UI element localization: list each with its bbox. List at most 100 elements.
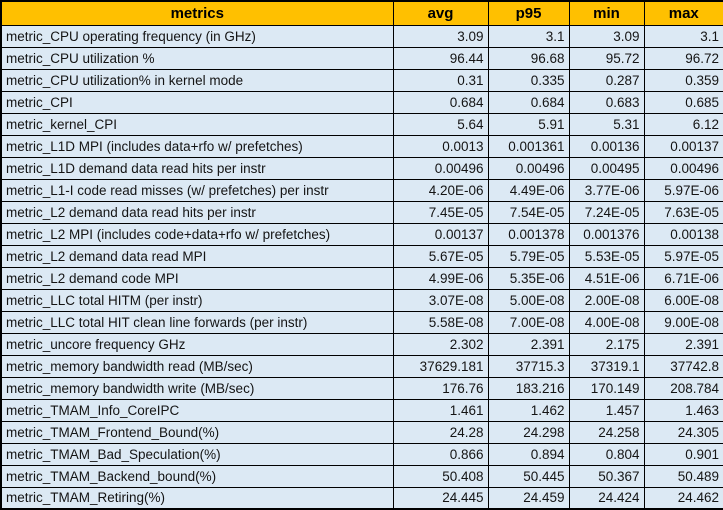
value-cell-p95: 7.54E-05 — [487, 200, 570, 224]
metric-name-cell: metric_TMAM_Bad_Speculation(%) — [0, 442, 394, 466]
value-cell-max: 2.391 — [643, 332, 723, 356]
metric-name-cell: metric_CPI — [0, 90, 394, 114]
value-cell-p95: 96.68 — [487, 46, 570, 70]
table-row: metric_kernel_CPI 5.64 5.91 5.31 6.12 — [0, 112, 723, 136]
value-cell-min: 5.53E-05 — [568, 244, 645, 268]
value-cell-avg: 0.00137 — [392, 222, 489, 246]
value-cell-min: 50.367 — [568, 464, 645, 488]
metric-name-cell: metric_CPU utilization% in kernel mode — [0, 68, 394, 92]
value-cell-p95: 1.462 — [487, 398, 570, 422]
value-cell-p95: 0.00496 — [487, 156, 570, 180]
value-cell-max: 0.00496 — [643, 156, 723, 180]
metric-name-cell: metric_TMAM_Info_CoreIPC — [0, 398, 394, 422]
value-cell-max: 9.00E-08 — [643, 310, 723, 334]
value-cell-min: 5.31 — [568, 112, 645, 136]
value-cell-max: 24.462 — [643, 486, 723, 510]
value-cell-max: 0.00138 — [643, 222, 723, 246]
value-cell-avg: 37629.181 — [392, 354, 489, 378]
table-row: metric_TMAM_Retiring(%) 24.445 24.459 24.42… — [0, 486, 723, 510]
value-cell-avg: 0.0013 — [392, 134, 489, 158]
value-cell-max: 6.00E-08 — [643, 288, 723, 312]
value-cell-avg: 3.09 — [392, 24, 489, 48]
metric-name-cell: metric_TMAM_Backend_bound(%) — [0, 464, 394, 488]
metric-name-cell: metric_L1-I code read misses (w/ prefetc… — [0, 178, 394, 202]
value-cell-min: 2.00E-08 — [568, 288, 645, 312]
metric-name-cell: metric_L1D MPI (includes data+rfo w/ pre… — [0, 134, 394, 158]
table-row: metric_L1-I code read misses (w/ prefetc… — [0, 178, 723, 202]
table-row: metric_L2 demand data read MPI 5.67E-05 5.… — [0, 244, 723, 268]
metric-name-cell: metric_L2 demand data read hits per inst… — [0, 200, 394, 224]
value-cell-max: 0.359 — [643, 68, 723, 92]
value-cell-min: 0.804 — [568, 442, 645, 466]
metric-name-cell: metric_L2 demand data read MPI — [0, 244, 394, 268]
value-cell-min: 3.77E-06 — [568, 178, 645, 202]
value-cell-max: 1.463 — [643, 398, 723, 422]
table-row: metric_TMAM_Info_CoreIPC 1.461 1.462 1.457 1… — [0, 398, 723, 422]
value-cell-min: 37319.1 — [568, 354, 645, 378]
value-cell-min: 0.683 — [568, 90, 645, 114]
column-header-max: max — [643, 0, 723, 26]
table-header: metrics avg p95 min max — [0, 0, 723, 26]
value-cell-avg: 4.20E-06 — [392, 178, 489, 202]
value-cell-avg: 2.302 — [392, 332, 489, 356]
metric-name-cell: metric_L1D demand data read hits per ins… — [0, 156, 394, 180]
value-cell-p95: 4.49E-06 — [487, 178, 570, 202]
value-cell-avg: 5.64 — [392, 112, 489, 136]
value-cell-avg: 7.45E-05 — [392, 200, 489, 224]
value-cell-min: 0.001376 — [568, 222, 645, 246]
value-cell-max: 96.72 — [643, 46, 723, 70]
column-header-p95: p95 — [487, 0, 570, 26]
table-row: metric_memory bandwidth read (MB/sec) 376… — [0, 354, 723, 378]
value-cell-min: 95.72 — [568, 46, 645, 70]
value-cell-max: 50.489 — [643, 464, 723, 488]
table-row: metric_TMAM_Frontend_Bound(%) 24.28 24.298… — [0, 420, 723, 444]
table-row: metric_LLC total HITM (per instr) 3.07E-0… — [0, 288, 723, 312]
value-cell-max: 7.63E-05 — [643, 200, 723, 224]
metric-name-cell: metric_uncore frequency GHz — [0, 332, 394, 356]
value-cell-avg: 24.445 — [392, 486, 489, 510]
metric-name-cell: metric_CPU utilization % — [0, 46, 394, 70]
column-header-avg: avg — [392, 0, 489, 26]
value-cell-p95: 0.335 — [487, 68, 570, 92]
value-cell-p95: 0.894 — [487, 442, 570, 466]
table-row: metric_CPU utilization% in kernel mode 0.… — [0, 68, 723, 92]
value-cell-max: 5.97E-06 — [643, 178, 723, 202]
value-cell-avg: 96.44 — [392, 46, 489, 70]
value-cell-p95: 7.00E-08 — [487, 310, 570, 334]
value-cell-min: 24.424 — [568, 486, 645, 510]
value-cell-p95: 5.00E-08 — [487, 288, 570, 312]
value-cell-min: 24.258 — [568, 420, 645, 444]
value-cell-max: 37742.8 — [643, 354, 723, 378]
value-cell-p95: 37715.3 — [487, 354, 570, 378]
value-cell-max: 208.784 — [643, 376, 723, 400]
value-cell-min: 1.457 — [568, 398, 645, 422]
value-cell-max: 24.305 — [643, 420, 723, 444]
value-cell-p95: 0.001378 — [487, 222, 570, 246]
metric-name-cell: metric_kernel_CPI — [0, 112, 394, 136]
table-row: metric_L2 MPI (includes code+data+rfo w/… — [0, 222, 723, 246]
table-row: metric_L2 demand data read hits per inst… — [0, 200, 723, 224]
value-cell-avg: 4.99E-06 — [392, 266, 489, 290]
table-row: metric_TMAM_Bad_Speculation(%) 0.866 0.894… — [0, 442, 723, 466]
value-cell-p95: 24.459 — [487, 486, 570, 510]
value-cell-min: 0.00495 — [568, 156, 645, 180]
header-row: metrics avg p95 min max — [0, 0, 723, 26]
value-cell-p95: 183.216 — [487, 376, 570, 400]
value-cell-max: 3.1 — [643, 24, 723, 48]
table-row: metric_memory bandwidth write (MB/sec) 17… — [0, 376, 723, 400]
value-cell-p95: 5.35E-06 — [487, 266, 570, 290]
value-cell-max: 0.00137 — [643, 134, 723, 158]
value-cell-avg: 0.00496 — [392, 156, 489, 180]
column-header-min: min — [568, 0, 645, 26]
value-cell-min: 3.09 — [568, 24, 645, 48]
metric-name-cell: metric_memory bandwidth write (MB/sec) — [0, 376, 394, 400]
value-cell-min: 170.149 — [568, 376, 645, 400]
value-cell-min: 2.175 — [568, 332, 645, 356]
column-header-metrics: metrics — [0, 0, 394, 26]
table-row: metric_CPI 0.684 0.684 0.683 0.685 — [0, 90, 723, 114]
value-cell-min: 0.00136 — [568, 134, 645, 158]
value-cell-avg: 0.31 — [392, 68, 489, 92]
table-row: metric_uncore frequency GHz 2.302 2.391 2.1… — [0, 332, 723, 356]
metric-name-cell: metric_memory bandwidth read (MB/sec) — [0, 354, 394, 378]
value-cell-p95: 3.1 — [487, 24, 570, 48]
